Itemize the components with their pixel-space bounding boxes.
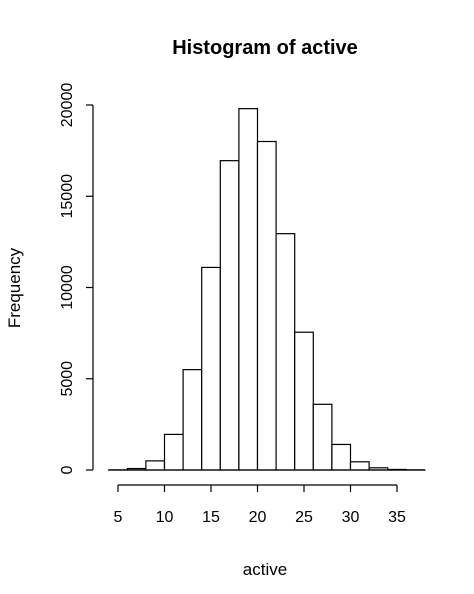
- x-tick-label: 35: [388, 509, 406, 526]
- histogram-bar: [312, 403, 333, 471]
- x-axis: 5 10 15 20 25 30 35: [114, 484, 406, 526]
- y-axis-label: Frequency: [5, 247, 24, 328]
- y-axis: 0 5000 10000 15000 20000: [59, 83, 94, 474]
- histogram-bar: [182, 369, 203, 471]
- x-axis-label: active: [243, 560, 287, 579]
- bars-group: [108, 108, 426, 471]
- histogram-bar: [163, 433, 184, 471]
- x-tick-label: 25: [295, 509, 313, 526]
- x-tick-label: 15: [202, 509, 220, 526]
- histogram-bar: [331, 443, 352, 471]
- y-tick-label: 5000: [59, 361, 76, 397]
- histogram-bar: [294, 331, 314, 471]
- x-tick-label: 10: [156, 509, 174, 526]
- histogram-bar: [256, 140, 277, 471]
- histogram-bar: [238, 108, 259, 471]
- y-tick-label: 10000: [59, 265, 76, 310]
- histogram-bar: [349, 461, 370, 471]
- histogram-bar: [145, 460, 166, 471]
- histogram-bar: [201, 266, 221, 471]
- y-tick-label: 20000: [59, 83, 76, 128]
- chart-title: Histogram of active: [172, 37, 358, 59]
- y-tick-label: 0: [59, 465, 76, 474]
- x-tick-label: 5: [114, 509, 123, 526]
- histogram-bar: [219, 160, 240, 471]
- y-tick-label: 15000: [59, 174, 76, 219]
- histogram-bar: [275, 233, 296, 471]
- x-tick-label: 30: [342, 509, 360, 526]
- x-tick-label: 20: [249, 509, 267, 526]
